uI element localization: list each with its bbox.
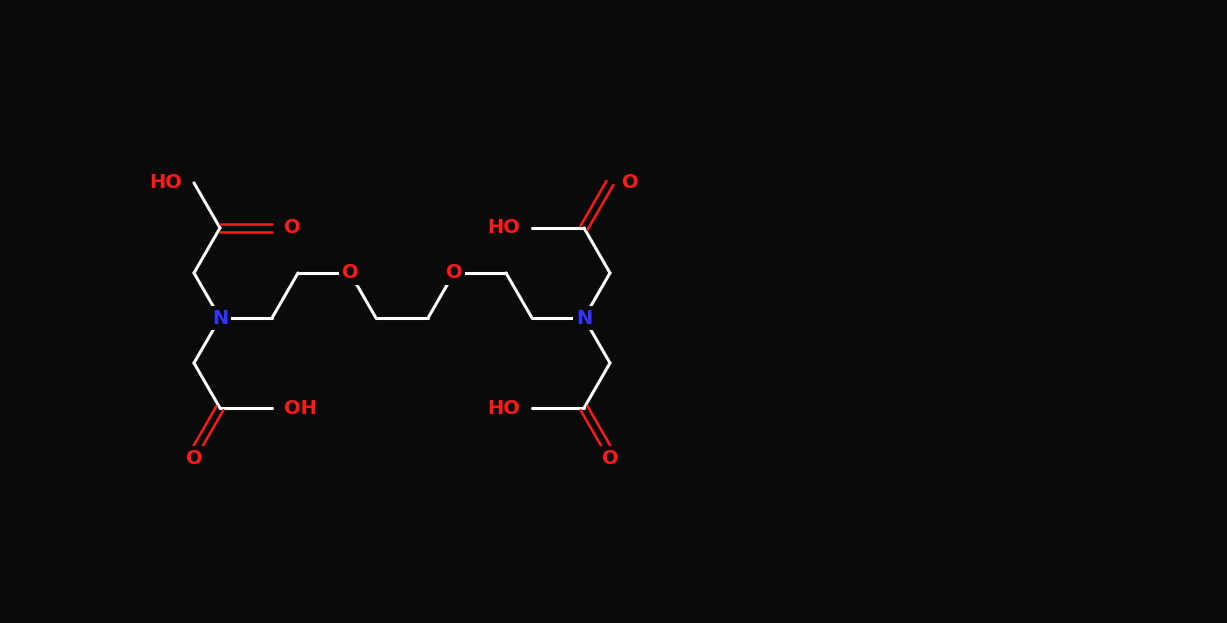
Text: O: O bbox=[601, 449, 618, 468]
Text: O: O bbox=[341, 264, 358, 282]
Text: N: N bbox=[575, 308, 593, 328]
Text: HO: HO bbox=[487, 219, 520, 237]
Text: N: N bbox=[212, 308, 228, 328]
Text: O: O bbox=[445, 264, 463, 282]
Text: OH: OH bbox=[283, 399, 317, 417]
Text: O: O bbox=[283, 219, 301, 237]
Text: O: O bbox=[185, 449, 202, 468]
Text: O: O bbox=[622, 173, 638, 193]
Text: HO: HO bbox=[150, 173, 182, 193]
Text: HO: HO bbox=[487, 399, 520, 417]
